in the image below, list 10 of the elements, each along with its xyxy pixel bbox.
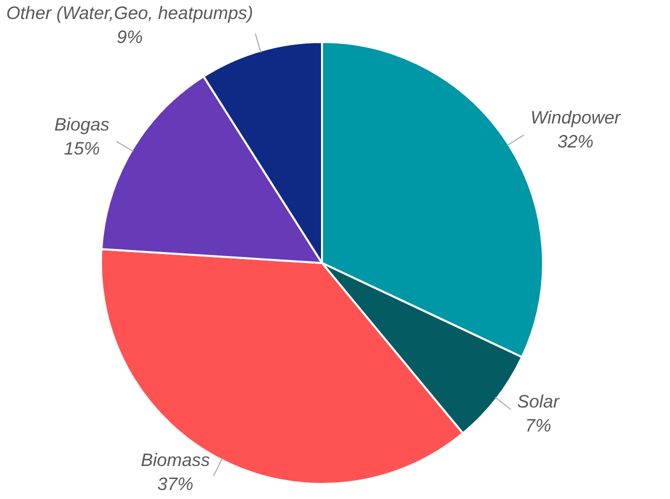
data-label: 7% xyxy=(525,415,552,436)
data-label: 15% xyxy=(64,138,100,158)
slice-label: Other (Water,Geo, heatpumps) xyxy=(6,2,254,23)
slice-label: Windpower xyxy=(530,108,622,128)
data-label: 37% xyxy=(157,474,194,494)
slice-label: Biomass xyxy=(140,450,210,470)
data-label: 32% xyxy=(557,132,594,152)
data-label: 9% xyxy=(116,26,143,47)
slice-label: Biogas xyxy=(54,114,110,134)
slice-label: Solar xyxy=(517,391,560,412)
